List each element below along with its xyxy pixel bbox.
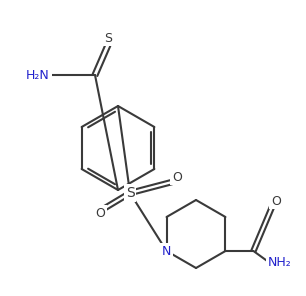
Text: S: S (104, 31, 112, 44)
Text: H₂N: H₂N (26, 68, 50, 81)
Text: NH₂: NH₂ (268, 257, 292, 269)
Text: O: O (95, 207, 105, 220)
Text: S: S (126, 186, 134, 200)
Text: O: O (271, 194, 281, 207)
Text: N: N (162, 244, 171, 258)
Text: O: O (172, 170, 182, 184)
